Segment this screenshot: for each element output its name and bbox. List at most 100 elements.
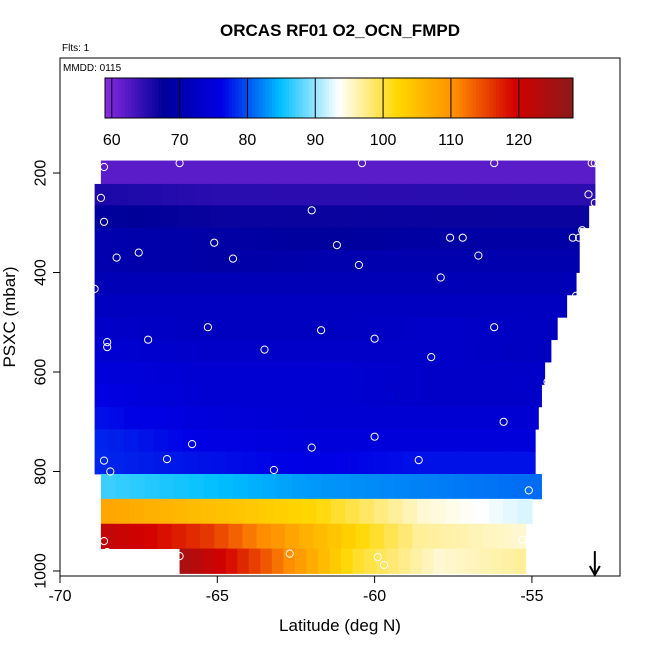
colorbar-segment [419,78,424,118]
heatmap-cell [487,294,505,318]
sample-point [175,159,184,168]
heatmap-cell [440,294,457,318]
heatmap-cell [125,339,141,363]
heatmap-cell [511,272,529,296]
heatmap-cell [397,160,415,185]
colorbar-segment [235,78,240,118]
heatmap-cell [474,339,491,363]
heatmap-cell [242,523,258,550]
heatmap-cell [229,362,246,385]
heatmap-cell [444,548,458,574]
heatmap-cell [353,339,369,363]
heatmap-cell [304,227,322,251]
heatmap-cell [331,406,347,430]
heatmap-cell [423,473,440,500]
heatmap-cell [182,451,198,475]
heatmap-cell [409,294,426,318]
heatmap-cell [259,362,276,385]
heatmap-cell [469,362,486,385]
colorbar-segment [345,78,350,118]
heatmap-cell [385,227,403,251]
sample-point [96,193,106,202]
heatmap-cell [325,205,343,229]
heatmap-cell [175,250,193,273]
colorbar-segment [155,78,159,118]
heatmap-cell [368,339,385,363]
heatmap-cell [314,451,331,475]
heatmap-cell [484,362,501,385]
heatmap-cell [399,272,417,296]
colorbar-segment [312,78,317,118]
heatmap-cell [387,548,400,574]
sample-point [575,233,584,242]
heatmap-cell [319,272,336,296]
heatmap-cell [258,384,274,408]
heatmap-cell [110,317,127,341]
colorbar-segment [466,78,470,118]
sample-point [357,159,367,168]
heatmap-cell [183,406,199,430]
heatmap-cell [249,160,267,185]
heatmap-cell [514,227,532,251]
y-axis: 200 400 600 800 1000 [33,160,60,589]
heatmap-cell [461,451,477,475]
heatmap-cell [388,498,404,525]
heatmap-cell [473,205,491,229]
colorbar-segment [489,78,494,118]
heatmap-cell [228,523,244,550]
colorbar-segment [128,78,133,118]
colorbar-segment [272,78,276,118]
colorbar-segment [482,78,487,118]
colorbar-segment [255,78,260,118]
heatmap-cell [199,160,217,185]
heatmap-cell [380,160,398,185]
heatmap-cell [550,294,568,318]
heatmap-cell [314,160,332,185]
heatmap-cell [123,429,140,452]
heatmap-cell [158,272,176,296]
heatmap-cell [126,272,144,296]
heatmap-cell [511,473,528,500]
sample-point [332,241,341,250]
heatmap-cell [303,272,320,296]
heatmap-cells [94,160,596,574]
heatmap-cell [94,384,111,408]
heatmap-cell [204,294,222,318]
colorbar-segment [402,78,407,118]
heatmap-cell [109,384,125,408]
heatmap-cell [138,451,154,475]
heatmap-cell [374,205,392,229]
plot-frame [59,57,621,577]
heatmap-cell [426,523,442,550]
heatmap-cell [341,548,354,574]
heatmap-cell [392,384,408,408]
colorbar-frame [104,77,574,119]
heatmap-cell [258,498,274,525]
colorbar-segment [195,78,200,118]
heatmap-cell [402,498,418,525]
heatmap-cell [479,272,497,296]
heatmap-cell [375,548,388,574]
sample-point [106,467,115,476]
heatmap-cell [306,548,319,574]
heatmap-cell [482,227,499,251]
sample-point [490,159,499,168]
heatmap-cell [313,523,329,550]
heatmap-cell [510,317,527,341]
heatmap-cell [358,205,376,229]
heatmap-cell [523,406,539,430]
heatmap-cell [415,272,433,296]
colorbar-segment [318,78,323,118]
sample-point [590,159,599,168]
sample-point [414,456,423,465]
colorbar-segment [392,78,397,118]
heatmap-cell [476,429,492,452]
sample-point [490,323,499,332]
heatmap-cell [242,406,258,430]
heatmap-cell [127,205,145,229]
colorbar-segment [265,78,270,118]
heatmap-cell [259,205,277,229]
colorbar-segment [115,78,119,118]
sample-point [134,248,143,257]
heatmap-cell [378,183,396,206]
